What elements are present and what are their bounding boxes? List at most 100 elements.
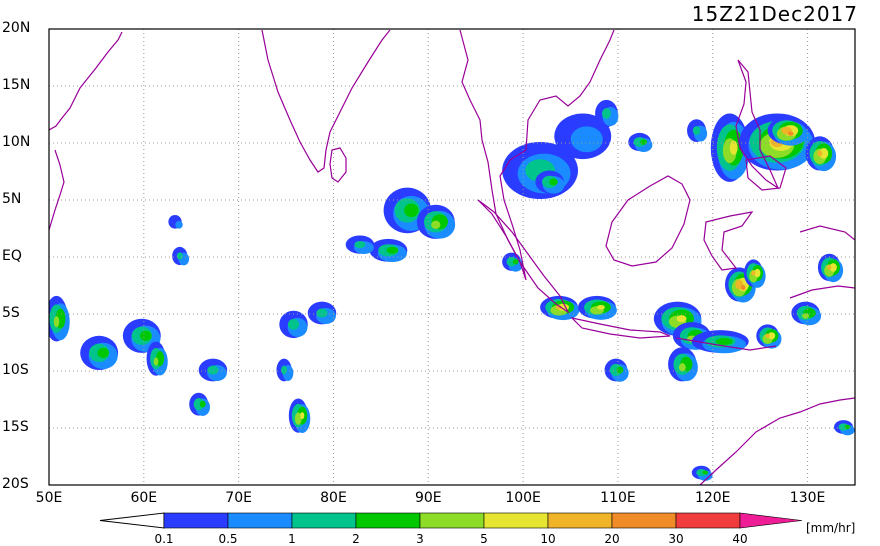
colorbar-tick-label: 20 — [604, 532, 620, 546]
precip-cell — [53, 316, 60, 328]
precip-cell — [316, 308, 328, 318]
precip-cell — [153, 357, 159, 366]
latitude-label: 20N — [2, 20, 31, 36]
longitude-label: 120E — [694, 490, 731, 506]
latitude-label: 10S — [2, 362, 29, 378]
precip-cell — [740, 284, 746, 291]
colorbar-swatch — [163, 512, 229, 529]
coastline-new-guinea-south — [789, 285, 855, 299]
colorbar-low-arrow — [99, 512, 165, 529]
latitude-label: 5N — [2, 191, 22, 207]
colorbar-tick-label: 3 — [416, 532, 424, 546]
precip-cell — [729, 140, 738, 155]
map-title: 15Z21Dec2017 — [691, 2, 858, 26]
precip-cell — [97, 347, 109, 359]
coastline-australia — [699, 397, 855, 485]
precip-cell — [570, 126, 603, 153]
colorbar-swatch — [355, 512, 421, 529]
latitude-label: 5S — [2, 305, 20, 321]
precip-cell — [640, 139, 648, 145]
colorbar-swatch — [611, 512, 677, 529]
precip-cell — [294, 412, 302, 425]
longitude-label: 110E — [600, 490, 636, 506]
colorbar-high-arrow — [739, 512, 803, 529]
map-frame — [48, 28, 856, 486]
coastline-myanmar — [459, 29, 493, 191]
precip-cell — [838, 423, 849, 431]
colorbar-unit: [mm/hr] — [806, 521, 856, 535]
precip-cell — [512, 258, 519, 265]
latitude-label: 20S — [2, 476, 29, 492]
colorbar-tick-label: 5 — [480, 532, 488, 546]
precip-cell — [827, 264, 832, 270]
colorbar-tick-label: 2 — [352, 532, 360, 546]
coastlines — [49, 29, 855, 485]
precip-cell — [199, 400, 206, 408]
coastline-somalia — [49, 149, 65, 231]
latitude-label: EQ — [2, 248, 22, 264]
precip-cell — [300, 412, 305, 420]
precip-cell — [207, 365, 219, 375]
longitude-label: 60E — [130, 490, 158, 506]
precip-cell — [601, 108, 611, 119]
latitude-label: 10N — [2, 134, 31, 150]
longitude-label: 90E — [414, 490, 442, 506]
precip-cell — [281, 365, 288, 375]
longitude-label: 100E — [505, 490, 541, 506]
coastline-sri-lanka — [329, 147, 347, 183]
precip-cell — [176, 252, 183, 260]
precip-cell — [751, 270, 756, 276]
latitude-label: 15S — [2, 419, 29, 435]
precip-cell — [829, 263, 837, 272]
precip-cell — [597, 304, 605, 310]
precip-cell — [193, 398, 204, 411]
precip-cell — [175, 220, 183, 229]
precip-cell — [616, 366, 624, 374]
precip-cell — [287, 319, 300, 330]
precip-cell — [765, 333, 770, 338]
longitude-label: 130E — [789, 490, 826, 506]
precip-cell — [715, 338, 733, 345]
colorbar-swatch — [419, 512, 485, 529]
coastline-indochina — [491, 29, 615, 281]
colorbar-tick-label: 40 — [732, 532, 748, 546]
colorbar-swatch — [291, 512, 357, 529]
coastline-sulawesi — [703, 211, 754, 271]
precip-cell — [140, 330, 152, 341]
coastline-mindanao — [745, 155, 787, 191]
precip-cell — [386, 246, 399, 254]
longitude-label: 50E — [35, 490, 63, 506]
precip-cell — [817, 150, 823, 157]
colorbar-swatch — [547, 512, 613, 529]
precip-cell — [506, 256, 517, 267]
colorbar-tick-label: 1 — [288, 532, 296, 546]
coastline-india — [261, 29, 391, 173]
coastline-java — [570, 316, 671, 339]
colorbar — [99, 512, 803, 529]
precip-cell — [692, 126, 701, 136]
precip-cell — [676, 315, 687, 323]
coastline-borneo — [605, 175, 691, 267]
colorbar-swatch — [675, 512, 741, 529]
precip-cell — [787, 131, 794, 136]
longitude-label: 70E — [225, 490, 252, 506]
coastline-lesser-sunda — [675, 337, 777, 351]
precip-cell — [702, 470, 709, 475]
latitude-label: 15N — [2, 77, 31, 93]
colorbar-tick-label: 30 — [668, 532, 684, 546]
longitude-label: 80E — [320, 490, 347, 506]
colorbar-swatch — [483, 512, 549, 529]
precip-cell — [431, 220, 441, 229]
precip-cell — [404, 203, 419, 218]
coastline-new-guinea — [799, 225, 855, 241]
coastline-sumatra — [477, 199, 570, 314]
precip-cell — [696, 468, 707, 477]
precip-cell — [678, 363, 686, 372]
colorbar-tick-label: 0.5 — [218, 532, 238, 546]
precip-cell — [354, 241, 366, 249]
precip-cell — [844, 424, 851, 430]
precip-cell — [549, 178, 558, 186]
precip-cell — [555, 305, 563, 310]
colorbar-tick-label: 0.1 — [154, 532, 174, 546]
